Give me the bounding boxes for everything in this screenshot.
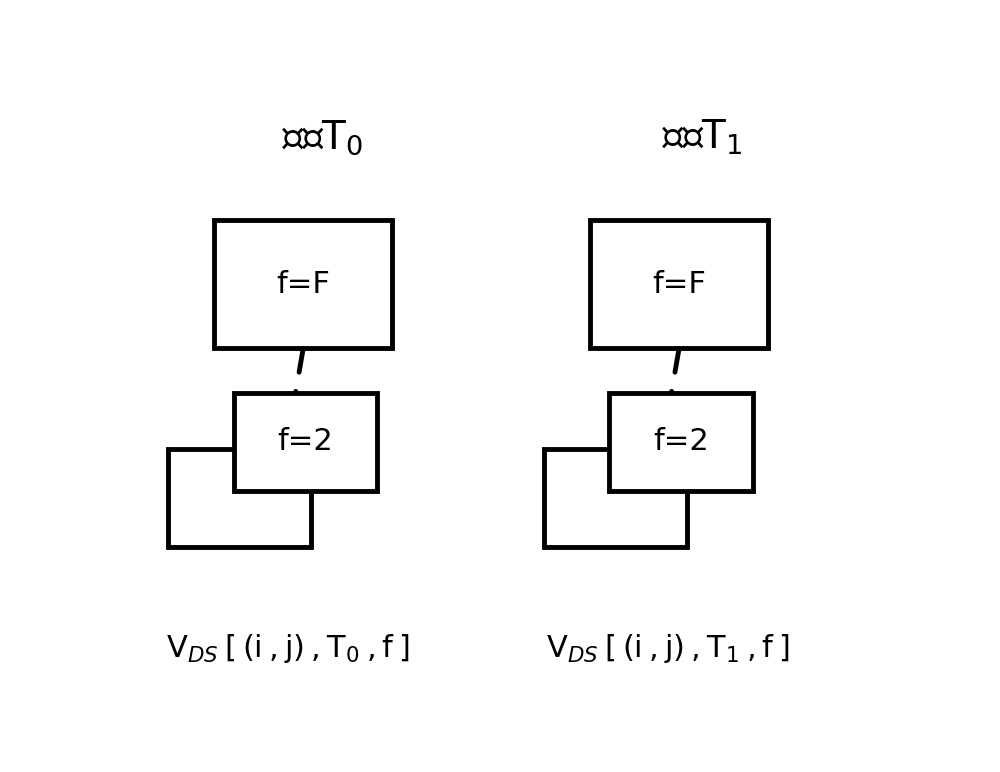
Text: f=2: f=2 xyxy=(277,428,333,456)
Bar xyxy=(234,393,377,491)
Text: f=2: f=2 xyxy=(653,428,709,456)
Text: f=F: f=F xyxy=(652,270,706,299)
Text: 温度T$_1$: 温度T$_1$ xyxy=(662,117,743,157)
Bar xyxy=(590,221,768,348)
Bar xyxy=(214,221,392,348)
Text: f=1: f=1 xyxy=(587,484,643,513)
Text: V$_{DS}$ [ (i , j) , T$_0$ , f ]: V$_{DS}$ [ (i , j) , T$_0$ , f ] xyxy=(166,632,410,665)
Bar xyxy=(544,449,687,547)
Bar xyxy=(168,449,311,547)
Text: 温度T$_0$: 温度T$_0$ xyxy=(282,118,363,157)
Text: f=F: f=F xyxy=(276,270,330,299)
Text: V$_{DS}$ [ (i , j) , T$_1$ , f ]: V$_{DS}$ [ (i , j) , T$_1$ , f ] xyxy=(546,632,789,665)
Text: f=1: f=1 xyxy=(211,484,267,513)
Bar xyxy=(609,393,753,491)
